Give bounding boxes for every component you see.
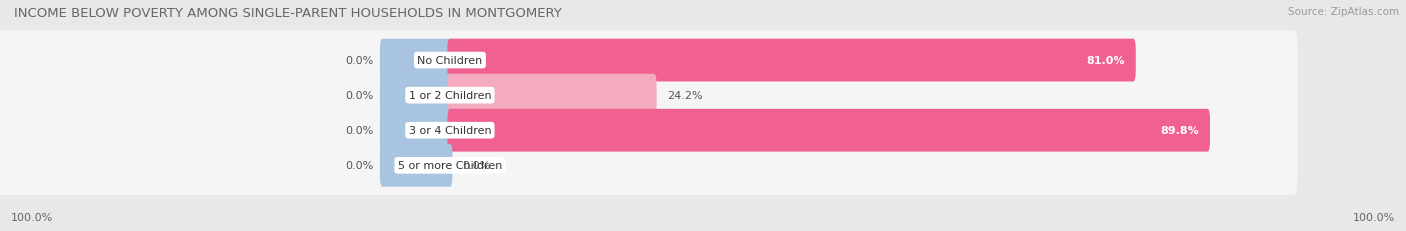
FancyBboxPatch shape <box>0 66 1298 125</box>
Text: 3 or 4 Children: 3 or 4 Children <box>409 126 491 136</box>
Text: No Children: No Children <box>418 56 482 66</box>
FancyBboxPatch shape <box>380 74 453 117</box>
Text: 0.0%: 0.0% <box>463 161 491 170</box>
Text: 100.0%: 100.0% <box>11 212 53 222</box>
Text: 81.0%: 81.0% <box>1087 56 1125 66</box>
Text: 24.2%: 24.2% <box>666 91 703 101</box>
FancyBboxPatch shape <box>380 109 453 152</box>
Text: 1 or 2 Children: 1 or 2 Children <box>409 91 491 101</box>
FancyBboxPatch shape <box>447 40 1136 82</box>
FancyBboxPatch shape <box>380 144 453 187</box>
Text: 0.0%: 0.0% <box>346 56 374 66</box>
Text: Source: ZipAtlas.com: Source: ZipAtlas.com <box>1288 7 1399 17</box>
Text: 89.8%: 89.8% <box>1160 126 1199 136</box>
FancyBboxPatch shape <box>0 31 1298 91</box>
FancyBboxPatch shape <box>447 74 657 117</box>
Text: INCOME BELOW POVERTY AMONG SINGLE-PARENT HOUSEHOLDS IN MONTGOMERY: INCOME BELOW POVERTY AMONG SINGLE-PARENT… <box>14 7 562 20</box>
FancyBboxPatch shape <box>0 101 1298 160</box>
FancyBboxPatch shape <box>447 109 1211 152</box>
FancyBboxPatch shape <box>0 136 1298 195</box>
FancyBboxPatch shape <box>380 40 453 82</box>
Text: 5 or more Children: 5 or more Children <box>398 161 502 170</box>
Text: 100.0%: 100.0% <box>1353 212 1395 222</box>
Text: 0.0%: 0.0% <box>346 91 374 101</box>
Text: 0.0%: 0.0% <box>346 126 374 136</box>
Text: 0.0%: 0.0% <box>346 161 374 170</box>
